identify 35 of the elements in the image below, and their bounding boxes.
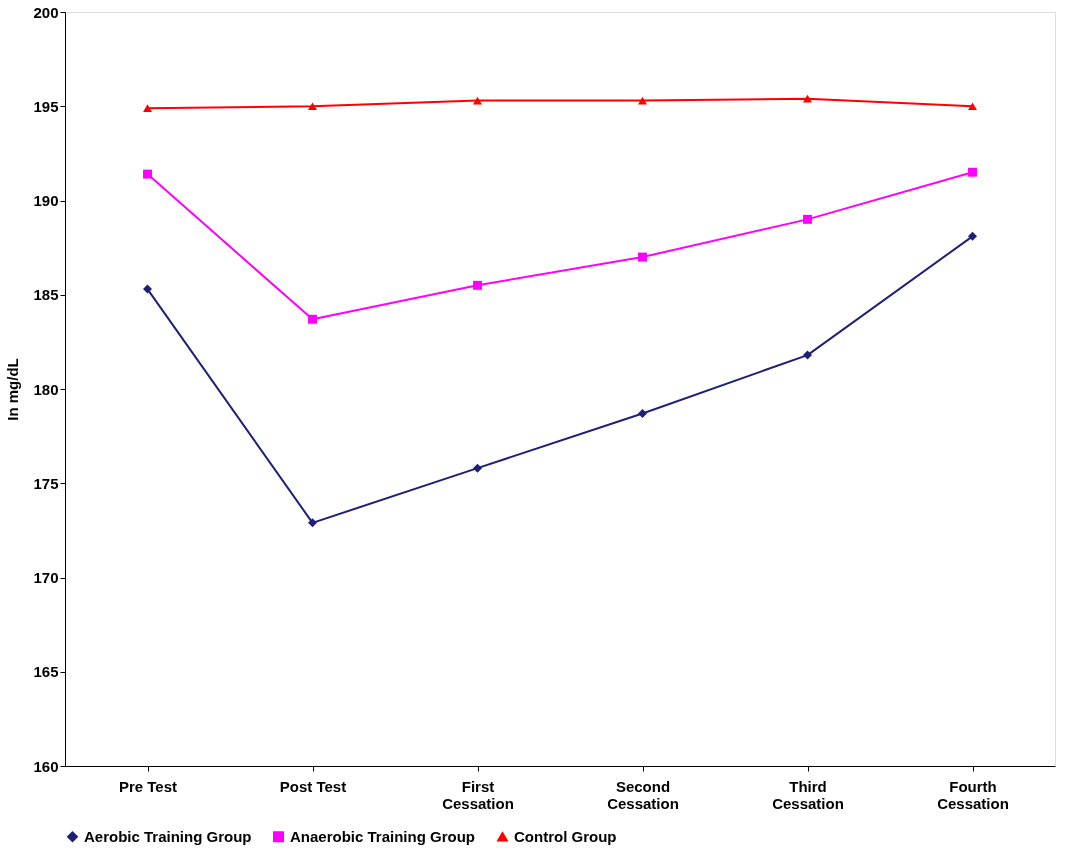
point	[968, 102, 977, 111]
y-axis-title: In mg/dL	[4, 358, 22, 421]
y-tick-label: 170	[33, 569, 59, 586]
y-tick-label: 200	[33, 3, 59, 21]
legend-label: Anaerobic Training Group	[290, 827, 476, 845]
legend-label: Aerobic Training Group	[84, 827, 252, 845]
point	[143, 169, 152, 179]
point	[143, 284, 152, 294]
point	[638, 252, 647, 262]
y-tick-label: 190	[33, 192, 59, 209]
x-tick-label: Pre Test	[118, 777, 178, 795]
point	[803, 350, 812, 360]
point	[638, 409, 647, 418]
point	[803, 214, 812, 224]
point	[143, 104, 152, 113]
y-tick-label: 180	[33, 380, 59, 398]
x-tick-label: Second Cessation	[607, 777, 679, 812]
point	[968, 231, 977, 241]
point	[473, 463, 482, 473]
point	[968, 167, 977, 177]
y-tick-label: 160	[33, 757, 59, 775]
y-tick-label: 185	[33, 286, 59, 304]
point	[308, 518, 317, 528]
x-tick-label: Third Cessation	[772, 777, 844, 812]
legend-label: Control Group	[514, 827, 617, 845]
y-tick-label: 165	[33, 663, 59, 681]
x-tick-label: First Cessation	[442, 777, 514, 812]
point	[803, 94, 812, 103]
y-tick-label: 195	[33, 97, 59, 115]
point	[308, 314, 317, 324]
point	[308, 102, 317, 111]
x-tick-label: Post Test	[279, 777, 347, 795]
point	[473, 280, 482, 290]
x-tick-label: Fourth Cessation	[937, 777, 1009, 812]
y-tick-label: 175	[33, 474, 59, 492]
